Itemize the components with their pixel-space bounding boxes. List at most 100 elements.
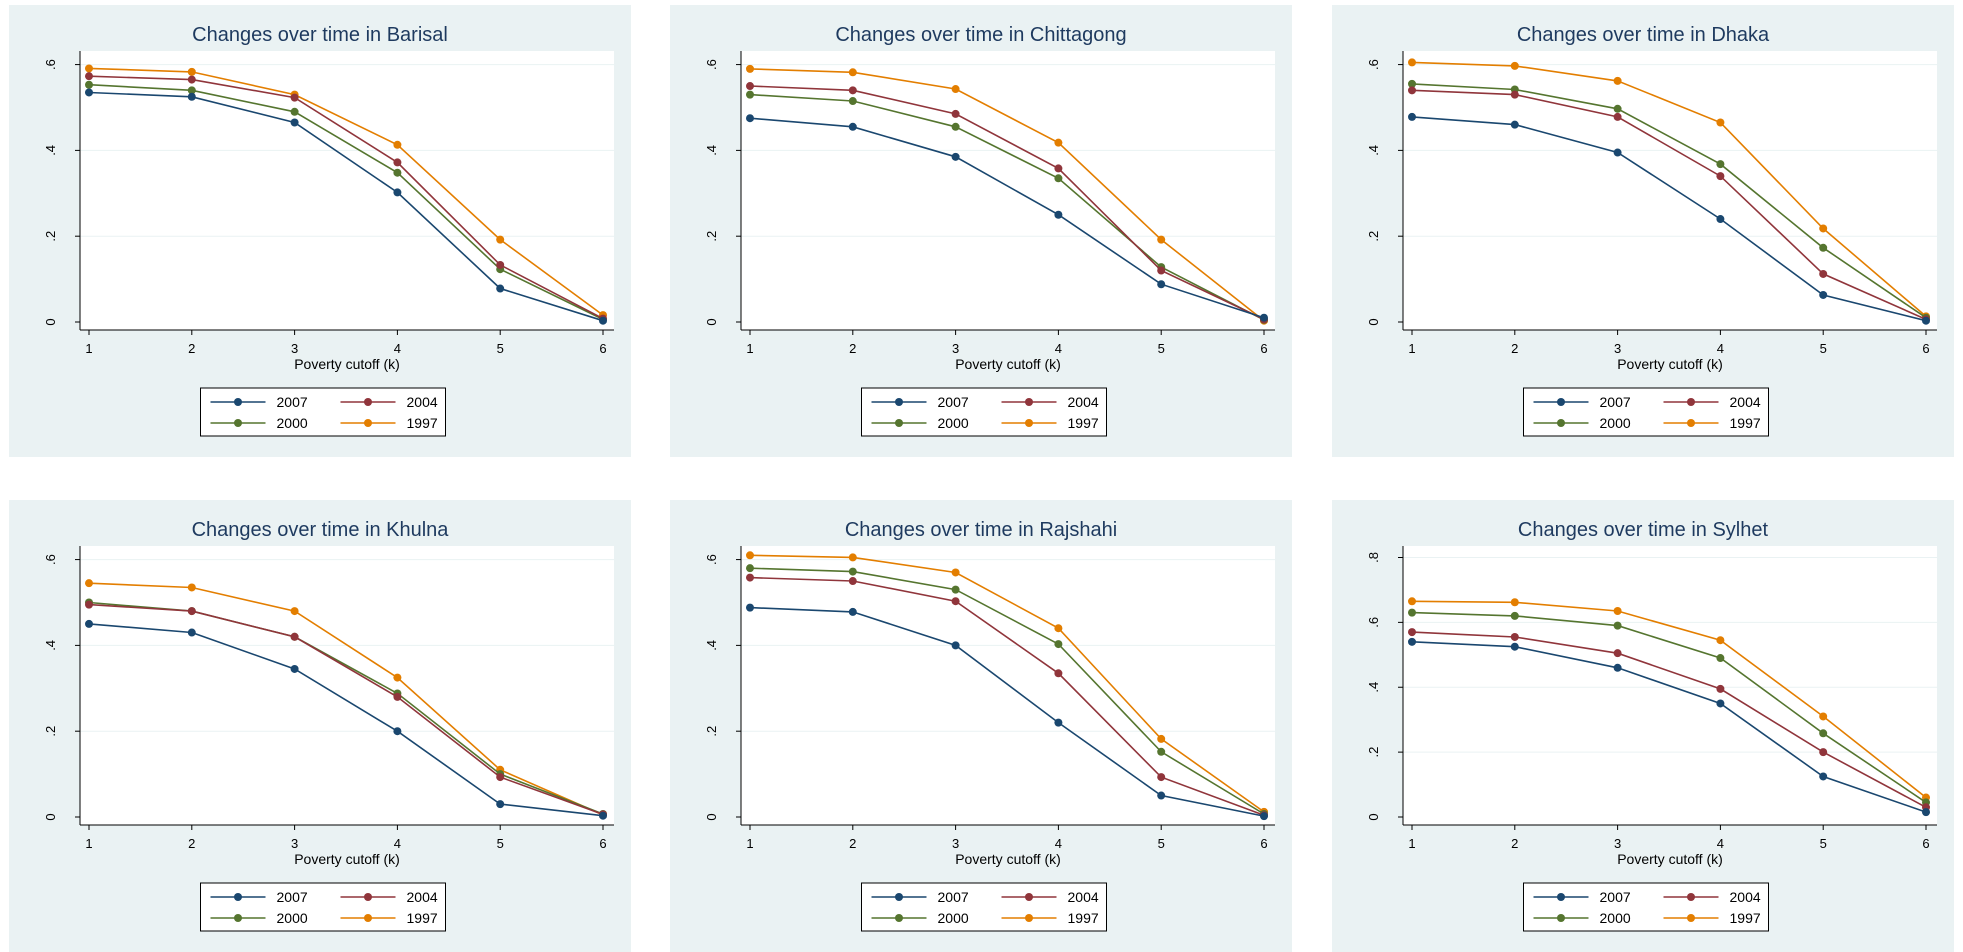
legend-label: 2007 [1600,394,1631,410]
legend-label: 2007 [277,394,308,410]
data-point-2004 [393,692,402,701]
y-tick-label: 0 [704,813,719,820]
data-point-2000 [187,86,196,95]
series-line-2004 [1411,631,1927,809]
data-point-2000 [1054,640,1063,649]
data-point-2000 [1819,729,1828,738]
series-line-2007 [749,606,1265,817]
data-point-2007 [1510,642,1519,651]
series-line-1997 [749,554,1265,813]
data-point-2007 [1260,313,1268,322]
legend-marker [364,914,372,922]
data-point-2007 [1260,812,1268,821]
x-tick-label: 3 [291,341,298,356]
data-point-2007 [848,122,857,131]
data-point-1997 [1510,598,1519,607]
series-line-2007 [88,623,604,817]
data-point-2007 [1054,210,1063,219]
legend-marker [1687,419,1695,427]
data-point-2000 [746,90,754,99]
x-tick-label: 1 [1408,341,1415,356]
data-point-2004 [85,600,93,609]
data-point-1997 [187,67,196,76]
data-point-2004 [1054,669,1063,678]
legend-label: 2004 [1068,394,1099,410]
series-line-2004 [88,75,604,320]
series-line-2000 [749,567,1265,815]
x-tick-label: 1 [85,836,92,851]
data-point-1997 [1408,58,1416,67]
data-point-2004 [187,607,196,616]
chart-panel: Changes over time in Sylhet 0 .2 .4 .6 .8 1 2 3 4… [1332,500,1954,952]
data-point-2004 [290,632,299,641]
series-line-2007 [88,91,604,322]
x-tick-label: 6 [599,836,606,851]
data-point-2004 [496,773,505,782]
data-point-2007 [746,114,754,123]
plot-area [741,51,1275,330]
x-tick-label: 4 [1055,341,1062,356]
data-point-1997 [848,553,857,562]
data-point-2004 [1819,269,1828,278]
line-chart: Changes over time in Barisal 0 .2 .4 .6 1 2 3 4 5… [43,24,614,437]
chart-title: Changes over time in Chittagong [835,24,1126,46]
data-point-2000 [1054,174,1063,183]
legend-label: 2000 [938,910,969,926]
x-tick-label: 6 [1260,836,1267,851]
data-point-2007 [1613,148,1622,157]
data-point-2007 [599,811,607,820]
x-tick-label: 6 [1260,341,1267,356]
data-point-2004 [1157,266,1166,275]
x-tick-label: 1 [1408,836,1415,851]
chart-panel: Changes over time in Chittagong 0 .2 .4 .6 1 2… [670,5,1292,457]
data-point-2000 [1819,243,1828,252]
legend-label: 2007 [277,889,308,905]
y-tick-label: 0 [704,318,719,325]
legend-label: 1997 [1730,910,1761,926]
data-point-2000 [848,567,857,576]
data-point-1997 [1157,235,1166,244]
data-point-2007 [393,188,402,197]
data-point-2007 [187,92,196,101]
data-point-2000 [746,564,754,573]
legend-marker [1557,914,1565,922]
chart-title: Changes over time in Dhaka [1517,24,1770,46]
legend-label: 2004 [1068,889,1099,905]
x-tick-label: 5 [1158,341,1165,356]
y-tick-label: 0 [1366,813,1381,820]
legend-label: 1997 [407,910,438,926]
legend [200,387,446,437]
x-axis-label: Poverty cutoff (k) [294,356,400,372]
data-point-1997 [746,64,754,73]
data-point-2004 [1510,90,1519,99]
data-point-1997 [1054,138,1063,147]
legend-marker [234,914,242,922]
data-point-2004 [1716,172,1725,181]
data-point-2004 [848,86,857,95]
x-tick-label: 6 [599,341,606,356]
data-point-2000 [1510,611,1519,620]
y-tick-label: 0 [1366,318,1381,325]
data-point-1997 [393,140,402,149]
legend-label: 2004 [1730,394,1761,410]
data-point-1997 [1613,76,1622,85]
data-point-1997 [85,64,93,73]
data-point-2000 [1716,654,1725,663]
data-point-2007 [1157,791,1166,800]
series-line-2007 [1411,641,1927,813]
data-point-2004 [1510,632,1519,641]
legend-marker [1687,893,1695,901]
y-tick-label: .6 [704,554,719,565]
y-tick-label: .6 [1366,59,1381,70]
x-tick-label: 4 [1055,836,1062,851]
data-point-2007 [1408,637,1416,646]
data-point-2007 [848,607,857,616]
legend-label: 2004 [1730,889,1761,905]
chart-title: Changes over time in Barisal [192,24,448,46]
x-tick-label: 2 [188,341,195,356]
x-axis-label: Poverty cutoff (k) [955,356,1061,372]
series-line-2000 [749,93,1265,321]
legend [861,387,1107,437]
data-point-2007 [1510,120,1519,129]
data-point-1997 [496,235,505,244]
